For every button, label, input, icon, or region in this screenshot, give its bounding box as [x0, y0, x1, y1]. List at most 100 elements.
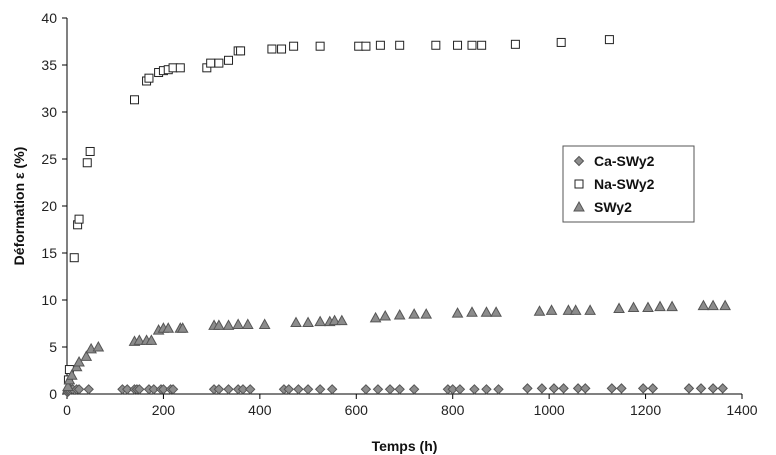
data-point [82, 158, 92, 168]
x-axis-title: Temps (h) [372, 438, 438, 454]
data-point [241, 318, 254, 329]
y-tick-label: 40 [41, 10, 57, 26]
data-point [719, 299, 731, 311]
data-point [545, 304, 558, 315]
data-point [469, 384, 480, 395]
data-point [493, 384, 504, 395]
y-tick-label: 30 [41, 104, 57, 120]
data-point [80, 350, 93, 361]
data-point [395, 40, 405, 50]
y-tick-label: 0 [49, 386, 57, 402]
data-point [236, 46, 246, 56]
data-point [145, 334, 158, 345]
data-point [85, 146, 95, 156]
data-point [379, 309, 392, 321]
y-tick-label: 35 [41, 57, 57, 73]
y-tick-label: 20 [41, 198, 57, 214]
data-point [642, 301, 654, 313]
data-point [267, 44, 277, 54]
data-point [522, 383, 533, 394]
y-axis-ticks: 0 5 10 15 20 25 30 35 40 [41, 10, 67, 402]
x-tick-label: 0 [63, 402, 71, 418]
data-point [258, 318, 271, 329]
data-points [62, 35, 731, 398]
data-point [360, 384, 372, 395]
data-point [666, 300, 678, 312]
legend-marker [573, 200, 585, 212]
data-point [606, 383, 618, 394]
data-point [302, 384, 314, 395]
x-tick-label: 1000 [534, 402, 565, 418]
legend: Ca-SWy2 Na-SWy2 SWy2 [562, 145, 695, 223]
data-point [431, 40, 441, 50]
data-point [533, 305, 546, 316]
data-point [481, 384, 492, 395]
data-point [328, 314, 341, 326]
y-tick-label: 5 [49, 339, 57, 355]
data-point [453, 40, 463, 50]
data-point [510, 39, 520, 49]
data-point [466, 306, 478, 317]
data-point [176, 322, 189, 333]
data-point [569, 304, 582, 315]
data-point [158, 384, 169, 395]
data-point [717, 383, 728, 394]
data-point [556, 37, 566, 47]
data-point [361, 41, 371, 51]
y-tick-label: 15 [41, 245, 57, 261]
legend-item: Ca-SWy2 [573, 153, 655, 169]
data-point [290, 316, 302, 328]
series-na-swy2 [63, 35, 614, 385]
data-point [83, 384, 94, 395]
y-axis-title: Déformation ε (%) [11, 147, 27, 266]
data-point [148, 384, 159, 395]
data-point [647, 383, 659, 394]
series-ca-swy2 [62, 383, 728, 398]
legend-item: Na-SWy2 [574, 176, 655, 192]
data-point [206, 58, 216, 68]
data-point [695, 383, 707, 394]
data-point [326, 384, 338, 395]
data-point [604, 35, 614, 45]
legend-label: SWy2 [594, 199, 632, 215]
x-tick-label: 200 [152, 402, 176, 418]
data-point [167, 384, 179, 395]
data-point [73, 384, 85, 395]
data-point [222, 319, 235, 330]
data-point [69, 253, 79, 263]
x-tick-label: 1200 [630, 402, 661, 418]
data-point [289, 41, 299, 51]
data-point [245, 384, 256, 395]
data-point [490, 306, 502, 317]
data-point [454, 384, 466, 395]
data-point [697, 299, 710, 311]
data-point [302, 316, 314, 328]
data-point [584, 304, 596, 315]
data-point [480, 306, 493, 317]
legend-box [562, 145, 695, 223]
data-point [92, 340, 105, 352]
legend-item: SWy2 [573, 199, 632, 215]
data-point [548, 383, 560, 394]
data-point [237, 384, 249, 395]
data-point [375, 40, 385, 50]
data-point [293, 384, 304, 395]
data-point [536, 383, 548, 394]
data-point [467, 40, 477, 50]
data-point [683, 383, 695, 394]
data-point [73, 356, 85, 367]
data-point [65, 369, 78, 380]
data-point [408, 384, 420, 395]
data-point [451, 307, 464, 318]
data-point [74, 214, 84, 224]
series-swy2 [62, 299, 731, 391]
y-tick-label: 10 [41, 292, 57, 308]
data-point [408, 308, 420, 319]
data-point [283, 384, 294, 395]
data-point [277, 44, 287, 54]
data-point [707, 299, 719, 311]
legend-label: Na-SWy2 [594, 176, 655, 192]
data-point [232, 318, 245, 329]
data-point [369, 311, 382, 323]
